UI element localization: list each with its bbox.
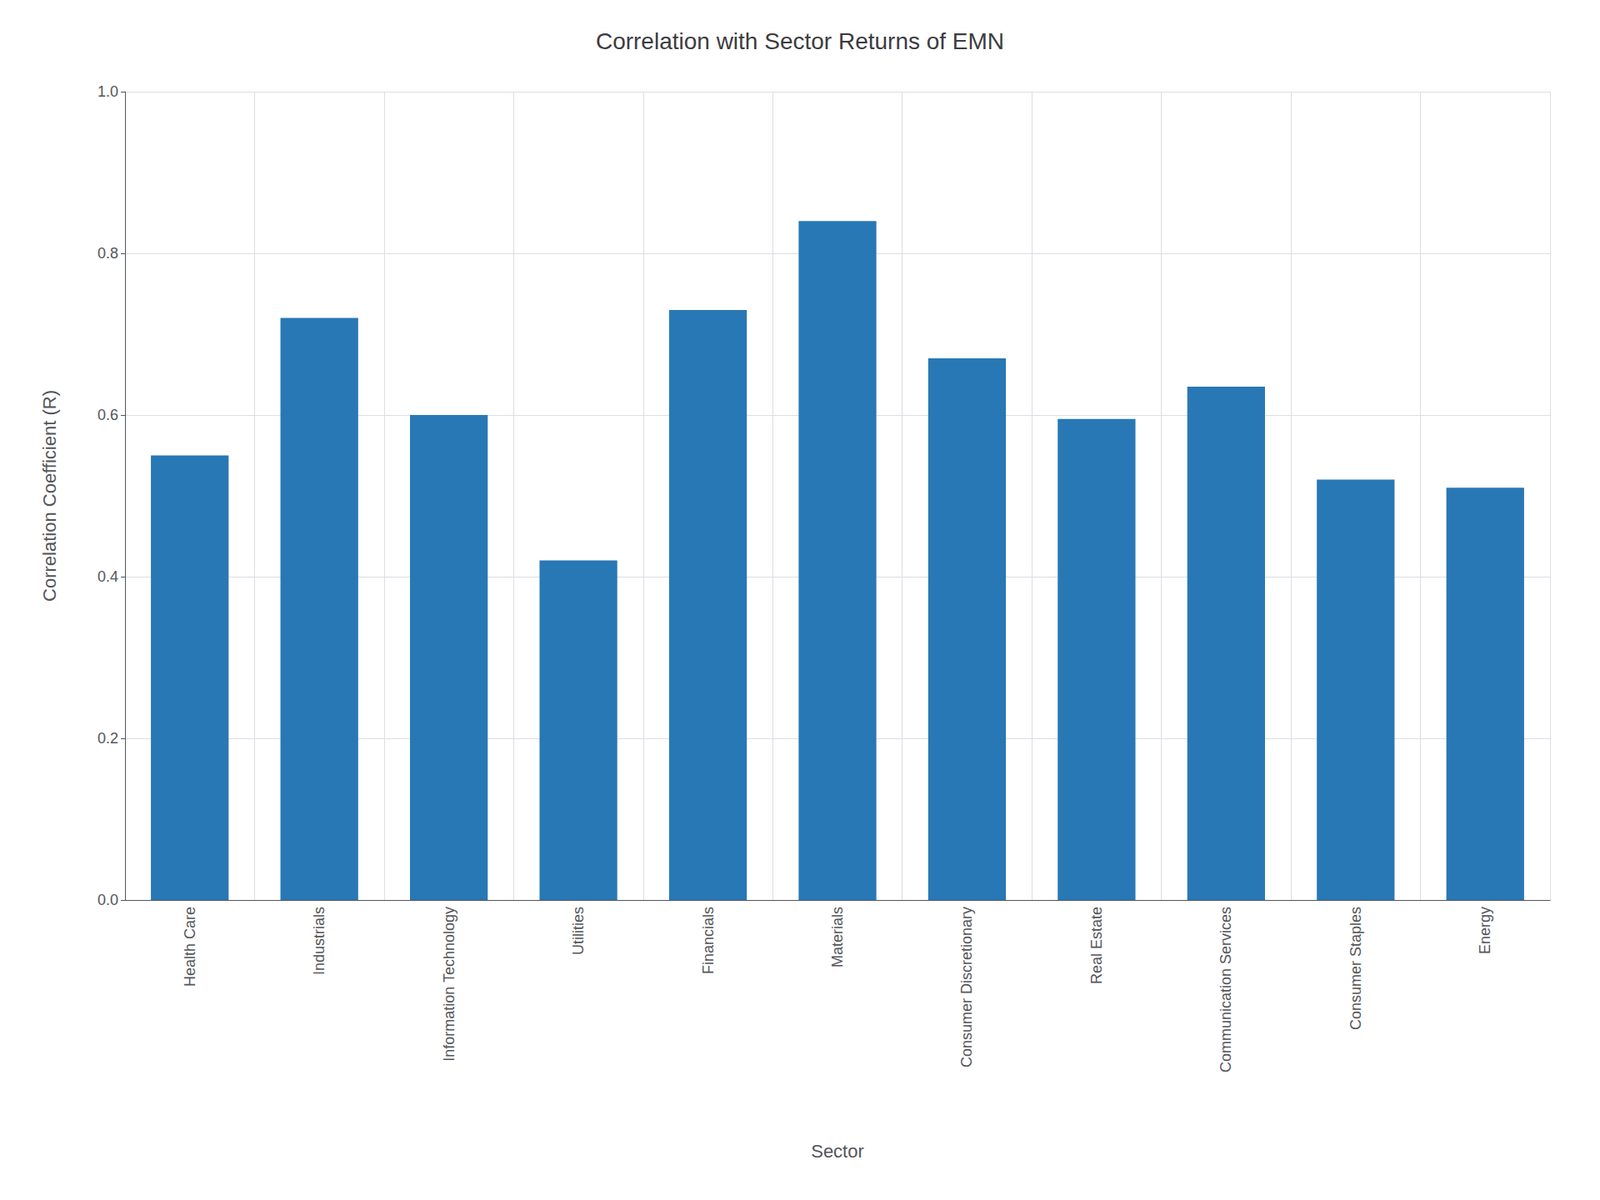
- svg-text:Sector: Sector: [810, 1140, 865, 1162]
- svg-text:Health Care: Health Care: [181, 906, 199, 987]
- svg-text:0.8: 0.8: [97, 245, 119, 262]
- svg-text:0.6: 0.6: [97, 406, 119, 424]
- svg-text:Communication Services: Communication Services: [1217, 906, 1235, 1073]
- svg-text:Energy: Energy: [1476, 906, 1494, 955]
- svg-text:0.2: 0.2: [97, 730, 119, 747]
- svg-text:Utilities: Utilities: [570, 906, 587, 955]
- svg-text:Financials: Financials: [700, 906, 717, 975]
- svg-text:Information Technology: Information Technology: [440, 906, 458, 1062]
- svg-text:0.0: 0.0: [97, 891, 119, 909]
- svg-text:Correlation with Sector Return: Correlation with Sector Returns of EMN: [595, 28, 1005, 55]
- svg-text:Consumer Staples: Consumer Staples: [1347, 906, 1365, 1030]
- svg-text:1.0: 1.0: [97, 83, 119, 100]
- svg-text:Consumer Discretionary: Consumer Discretionary: [958, 906, 975, 1068]
- svg-text:Materials: Materials: [829, 906, 846, 968]
- svg-text:Real Estate: Real Estate: [1088, 906, 1105, 985]
- svg-text:Correlation Coefficient (R): Correlation Coefficient (R): [39, 390, 60, 602]
- svg-text:Industrials: Industrials: [310, 906, 328, 975]
- svg-text:0.4: 0.4: [97, 568, 119, 585]
